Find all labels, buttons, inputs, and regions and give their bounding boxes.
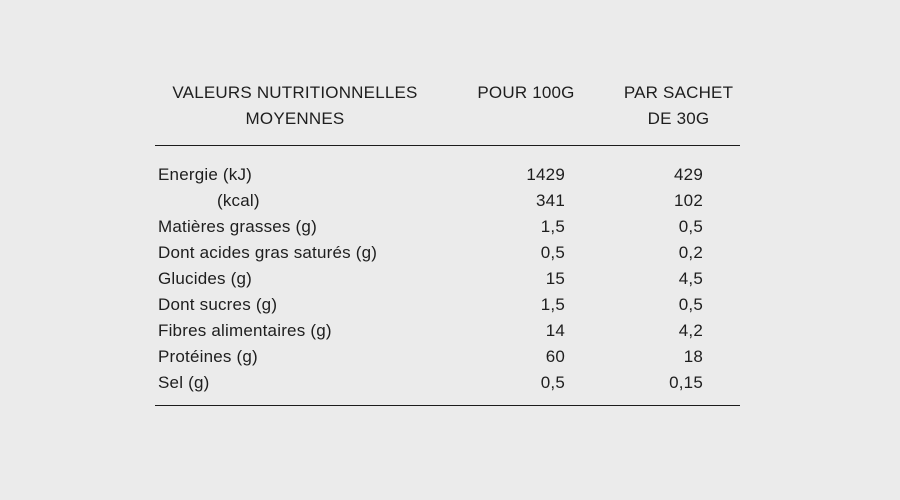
table-row-sel: Sel (g) 0,5 0,15	[155, 370, 740, 396]
table-row-fibres-alimentaires: Fibres alimentaires (g) 14 4,2	[155, 318, 740, 344]
row-value-per-sachet: 0,5	[678, 217, 703, 236]
row-label: Glucides (g)	[158, 269, 253, 288]
header-labels-column: VALEURS NUTRITIONNELLES MOYENNES	[172, 83, 418, 128]
row-value-per-sachet: 0,2	[678, 243, 703, 262]
row-value-per-100g: 14	[545, 321, 565, 340]
table-row-energie-kcal: (kcal) 341 102	[155, 188, 740, 214]
header-divider-rule	[155, 145, 740, 146]
row-value-per-100g: 60	[545, 347, 565, 366]
row-value-per-100g: 1429	[526, 165, 565, 184]
table-row-acides-gras-satures: Dont acides gras saturés (g) 0,5 0,2	[155, 240, 740, 266]
row-label: Fibres alimentaires (g)	[158, 321, 332, 340]
table-header-row: VALEURS NUTRITIONNELLES MOYENNES POUR 10…	[155, 80, 740, 132]
row-value-per-sachet: 4,5	[678, 269, 703, 288]
header-per-100g-column: POUR 100G	[477, 83, 575, 102]
row-value-per-sachet: 102	[674, 191, 703, 210]
row-label: Dont acides gras saturés (g)	[158, 243, 378, 262]
table-row-dont-sucres: Dont sucres (g) 1,5 0,5	[155, 292, 740, 318]
row-label: Protéines (g)	[158, 347, 258, 366]
row-value-per-sachet: 0,5	[678, 295, 703, 314]
row-value-per-sachet: 429	[674, 165, 703, 184]
row-label: (kcal)	[217, 191, 260, 210]
table-row-proteines: Protéines (g) 60 18	[155, 344, 740, 370]
row-value-per-sachet: 0,15	[669, 373, 703, 392]
row-value-per-sachet: 4,2	[678, 321, 703, 340]
footer-divider-rule	[155, 405, 740, 406]
row-value-per-100g: 1,5	[540, 295, 565, 314]
row-label: Dont sucres (g)	[158, 295, 278, 314]
nutrition-table: VALEURS NUTRITIONNELLES MOYENNES POUR 10…	[155, 80, 740, 406]
row-label: Energie (kJ)	[158, 165, 253, 184]
row-value-per-100g: 15	[545, 269, 565, 288]
row-value-per-100g: 0,5	[540, 373, 565, 392]
table-row-energie-kj: Energie (kJ) 1429 429	[155, 162, 740, 188]
row-label: Sel (g)	[158, 373, 210, 392]
table-row-glucides: Glucides (g) 15 4,5	[155, 266, 740, 292]
row-value-per-sachet: 18	[683, 347, 703, 366]
row-value-per-100g: 341	[536, 191, 565, 210]
table-body: Energie (kJ) 1429 429 (kcal) 341 102 Mat…	[155, 146, 740, 396]
row-value-per-100g: 1,5	[540, 217, 565, 236]
header-per-sachet-column: PAR SACHET DE 30G	[623, 83, 734, 128]
row-value-per-100g: 0,5	[540, 243, 565, 262]
row-label: Matières grasses (g)	[158, 217, 317, 236]
table-row-matieres-grasses: Matières grasses (g) 1,5 0,5	[155, 214, 740, 240]
